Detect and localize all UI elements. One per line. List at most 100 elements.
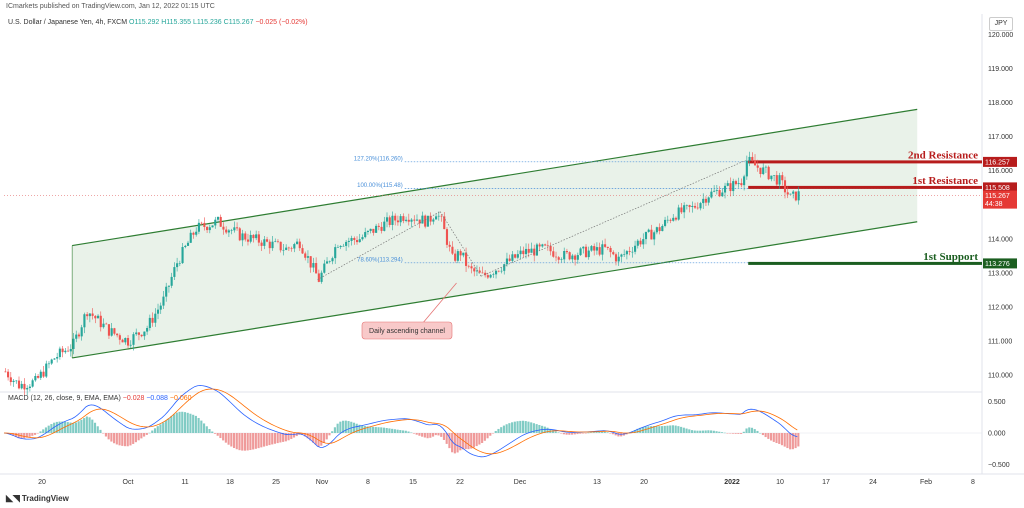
macd-histogram-bar <box>780 433 784 446</box>
macd-histogram-bar <box>459 433 462 451</box>
macd-histogram-bar <box>426 433 429 439</box>
macd-histogram-bar <box>301 433 304 435</box>
candle-body <box>377 225 380 227</box>
candle-body <box>331 258 334 262</box>
swing-line <box>480 160 746 277</box>
macd-histogram-bar <box>516 421 519 433</box>
macd-histogram-bar <box>658 426 661 433</box>
candle-body <box>704 198 708 203</box>
macd-histogram-bar <box>451 433 454 453</box>
candle-body <box>306 256 310 258</box>
candle-body <box>459 251 462 256</box>
macd-histogram-bar <box>363 426 366 433</box>
price-tick-label: 111.000 <box>988 338 1012 345</box>
logo-text: TradingView <box>21 494 69 503</box>
candle-body <box>508 258 511 261</box>
candle-body <box>219 216 222 227</box>
candle-body <box>301 248 304 254</box>
candle-body <box>685 205 688 206</box>
candle-body <box>516 254 519 258</box>
macd-histogram-bar <box>745 428 748 433</box>
macd-histogram-bar <box>579 433 582 434</box>
candle-body <box>582 246 585 249</box>
macd-histogram-bar <box>159 424 162 433</box>
candle-body <box>710 191 713 198</box>
macd-histogram-bar <box>271 433 274 445</box>
fib-label: 78.60%(113.294) <box>357 257 403 263</box>
macd-histogram-bar <box>85 416 88 433</box>
candle-body <box>375 225 378 233</box>
candle-body <box>192 232 195 235</box>
symbol-name[interactable]: U.S. Dollar / Japanese Yen, 4h, FXCM <box>8 19 128 26</box>
macd-header: MACD (12, 26, close, 9, EMA, EMA) −0.028… <box>8 395 192 402</box>
macd-histogram-bar <box>494 430 497 433</box>
macd-histogram-bar <box>726 433 729 434</box>
candle-body <box>255 234 258 239</box>
candle-body <box>216 216 220 220</box>
candle-body <box>723 185 727 193</box>
macd-histogram-bar <box>723 432 726 434</box>
macd-label[interactable]: MACD (12, 26, close, 9, EMA, EMA) <box>8 395 121 402</box>
candle-body <box>165 286 168 297</box>
macd-histogram-bar <box>688 429 691 433</box>
currency-badge[interactable]: JPY <box>989 17 1013 31</box>
candle-body <box>246 239 250 242</box>
macd-histogram-bar <box>486 433 489 439</box>
candle-body <box>519 250 522 255</box>
candle-body <box>565 251 568 253</box>
macd-histogram-bar <box>162 422 165 433</box>
macd-histogram-bar <box>287 433 290 441</box>
macd-histogram-bar <box>470 433 473 449</box>
time-tick-label: 11 <box>181 479 188 486</box>
macd-histogram-bar <box>200 420 203 433</box>
candle-body <box>628 251 631 252</box>
candle-body <box>424 215 427 227</box>
candle-body <box>42 371 45 377</box>
level-name: 1st Resistance <box>912 175 978 187</box>
candle-body <box>72 338 75 350</box>
price-tick-label: 113.000 <box>988 270 1013 277</box>
candle-body <box>639 240 642 245</box>
candle-body <box>195 231 198 235</box>
macd-histogram-bar <box>279 433 282 443</box>
candle-body <box>729 183 732 192</box>
candle-body <box>797 191 800 201</box>
macd-histogram-bar <box>17 433 20 439</box>
candle-body <box>293 244 296 249</box>
time-tick-label: 8 <box>366 479 370 486</box>
time-tick-label: 20 <box>38 479 46 486</box>
level-price-label: 113.276 <box>985 261 1010 268</box>
candle-body <box>524 248 528 255</box>
candle-body <box>642 239 645 245</box>
candle-body <box>764 166 767 168</box>
macd-histogram-bar <box>203 423 206 433</box>
candle-body <box>116 333 119 336</box>
candle-body <box>236 227 239 229</box>
candle-body <box>674 217 678 220</box>
candle-body <box>353 237 356 241</box>
macd-histogram-bar <box>140 433 143 439</box>
candle-body <box>464 252 468 266</box>
macd-histogram-bar <box>633 430 636 433</box>
macd-histogram-bar <box>170 416 173 433</box>
macd-histogram-bar <box>530 422 533 433</box>
macd-histogram-bar <box>511 422 514 433</box>
macd-histogram-bar <box>734 433 737 434</box>
macd-value-3: −0.060 <box>169 395 192 402</box>
candle-body <box>456 251 459 261</box>
macd-histogram-bar <box>440 433 443 437</box>
candle-body <box>574 255 577 260</box>
macd-histogram-bar <box>28 433 31 437</box>
macd-histogram-bar <box>107 433 110 440</box>
macd-histogram-bar <box>309 433 312 441</box>
level-price-label: 115.508 <box>985 185 1010 192</box>
candle-body <box>260 242 263 246</box>
candle-body <box>663 219 667 226</box>
macd-histogram-bar <box>99 429 102 433</box>
macd-histogram-bar <box>431 433 435 437</box>
macd-histogram-bar <box>461 433 465 450</box>
tradingview-logo[interactable]: ◣◥ TradingView <box>6 493 69 504</box>
candle-body <box>617 256 620 262</box>
candle-body <box>77 334 81 337</box>
